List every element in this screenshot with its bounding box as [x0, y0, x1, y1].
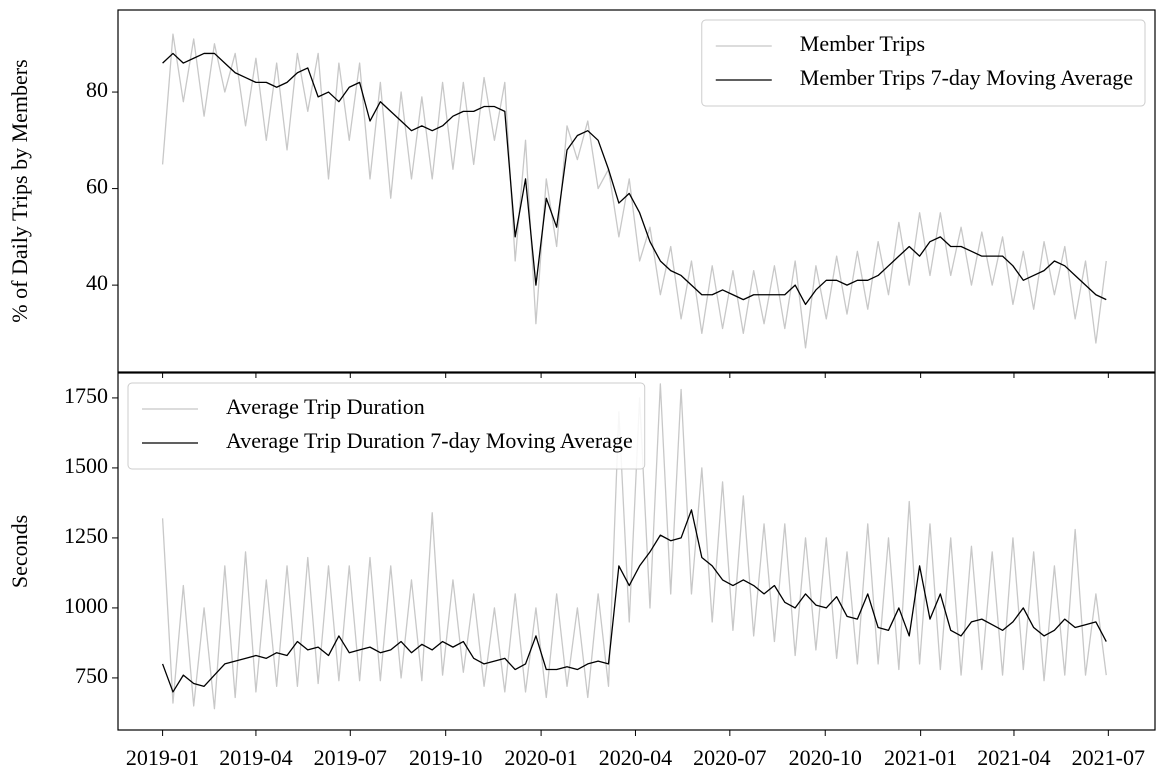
y-axis-label: % of Daily Trips by Members: [7, 59, 32, 322]
legend: Average Trip Duration Average Trip Durati…: [127, 382, 646, 470]
series-line: [161, 383, 1107, 710]
series-line: [162, 52, 1107, 306]
x-tick-label: 2021-01: [884, 745, 957, 770]
x-tick-label: 2019-01: [126, 745, 199, 770]
panel: 750 1000 1250 1500 1750 2019-01 2019-04 2019-07…: [7, 372, 1156, 770]
y-tick-label: 1250: [64, 523, 108, 548]
series-line: [161, 33, 1107, 349]
legend-box: [701, 19, 1146, 107]
legend-label: Average Trip Duration 7-day Moving Avera…: [226, 428, 633, 453]
y-axis-label: Seconds: [7, 515, 32, 588]
y-tick-label: 80: [86, 77, 108, 102]
x-tick-label: 2020-07: [693, 745, 766, 770]
x-tick-label: 2020-10: [789, 745, 862, 770]
axes-frame: [117, 9, 1156, 373]
y-tick-label: 60: [86, 174, 108, 199]
series-line: [161, 509, 1107, 693]
legend-label: Member Trips 7-day Moving Average: [800, 65, 1133, 90]
x-tick-label: 2021-07: [1072, 745, 1145, 770]
legend-label: Average Trip Duration: [226, 394, 425, 419]
axes-frame: [117, 372, 1156, 731]
x-tick-label: 2019-10: [409, 745, 482, 770]
legend: Member Trips Member Trips 7-day Moving Av…: [701, 19, 1146, 107]
panel: 40 60 80 % of Daily Trips by Members Member …: [7, 9, 1156, 378]
x-tick-label: 2020-04: [599, 745, 672, 770]
y-tick-label: 1750: [64, 383, 108, 408]
y-tick-label: 1000: [64, 593, 108, 618]
x-tick-label: 2020-01: [504, 745, 577, 770]
legend-label: Member Trips: [800, 31, 925, 56]
x-tick-label: 2019-04: [219, 745, 292, 770]
y-tick-label: 750: [75, 663, 108, 688]
y-tick-label: 40: [86, 270, 108, 295]
y-tick-label: 1500: [64, 453, 108, 478]
x-tick-label: 2021-04: [977, 745, 1050, 770]
legend-box: [127, 382, 646, 470]
x-tick-label: 2019-07: [314, 745, 387, 770]
